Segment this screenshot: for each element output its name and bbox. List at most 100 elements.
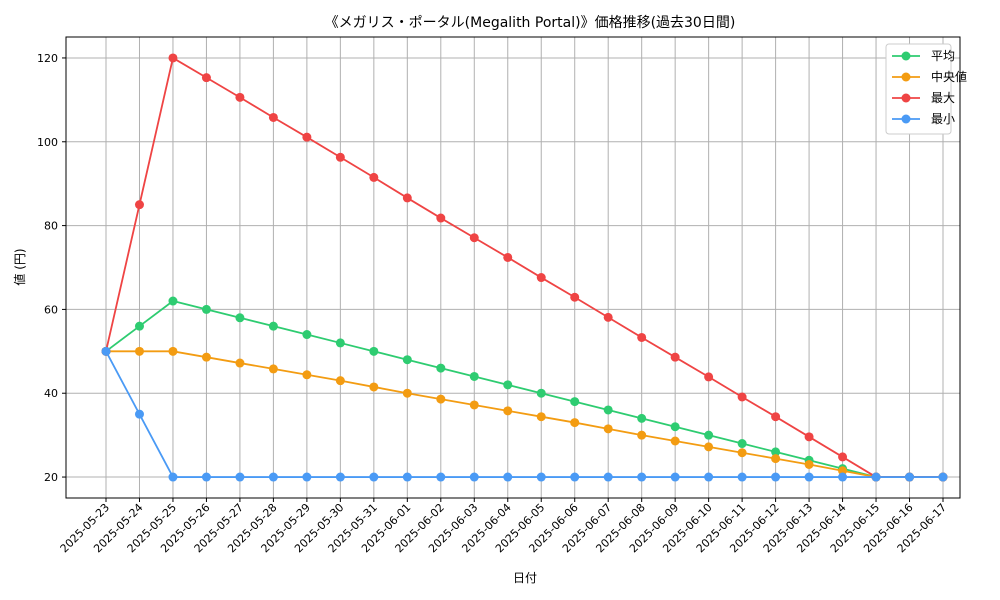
- data-point: [804, 472, 814, 482]
- data-point: [503, 252, 513, 262]
- data-point: [436, 472, 446, 482]
- data-point: [369, 382, 379, 392]
- series-layer: [101, 53, 948, 482]
- data-point: [235, 358, 245, 368]
- series-line: [106, 350, 943, 478]
- data-point: [134, 409, 144, 419]
- legend-marker: [901, 72, 911, 82]
- data-point: [704, 430, 714, 440]
- data-point: [637, 332, 647, 342]
- data-point: [838, 452, 848, 462]
- legend-label: 最大: [931, 91, 955, 105]
- data-point: [804, 432, 814, 442]
- data-point: [771, 454, 781, 464]
- data-point: [503, 406, 513, 416]
- legend-box: [885, 43, 952, 135]
- legend-label: 中央値: [931, 69, 967, 84]
- y-tick-label: 40: [44, 387, 58, 400]
- series-最小: [101, 346, 948, 482]
- data-point: [637, 413, 647, 423]
- data-point: [268, 364, 278, 374]
- legend-item: 平均: [892, 49, 955, 63]
- data-point: [268, 321, 278, 331]
- x-axis-label: 日付: [513, 571, 537, 585]
- data-point: [402, 388, 412, 398]
- data-point: [771, 412, 781, 422]
- data-point: [369, 472, 379, 482]
- data-point: [737, 472, 747, 482]
- data-point: [201, 304, 211, 314]
- plot-frame: [65, 36, 961, 499]
- data-point: [268, 112, 278, 122]
- data-point: [570, 418, 580, 428]
- data-point: [737, 439, 747, 449]
- data-point: [335, 472, 345, 482]
- data-point: [570, 397, 580, 407]
- data-point: [838, 466, 848, 476]
- data-point: [503, 380, 513, 390]
- data-point: [335, 152, 345, 162]
- data-point: [603, 424, 613, 434]
- legend-marker: [901, 51, 911, 61]
- legend-item: 中央値: [892, 69, 967, 84]
- data-point: [536, 273, 546, 283]
- data-point: [670, 472, 680, 482]
- data-point: [737, 392, 747, 402]
- data-point: [436, 394, 446, 404]
- data-point: [469, 400, 479, 410]
- data-point: [670, 436, 680, 446]
- data-point: [469, 233, 479, 243]
- data-point: [536, 472, 546, 482]
- legend-label: 最小: [931, 112, 955, 126]
- data-point: [536, 388, 546, 398]
- data-point: [436, 213, 446, 223]
- data-point: [469, 371, 479, 381]
- data-point: [469, 472, 479, 482]
- data-point: [737, 448, 747, 458]
- data-point: [168, 53, 178, 63]
- data-point: [369, 172, 379, 182]
- data-point: [637, 472, 647, 482]
- data-point: [134, 346, 144, 356]
- data-point: [938, 472, 948, 482]
- data-point: [670, 352, 680, 362]
- data-point: [771, 472, 781, 482]
- data-point: [335, 338, 345, 348]
- series-中央値: [101, 346, 948, 482]
- data-point: [302, 370, 312, 380]
- data-point: [335, 376, 345, 386]
- data-point: [168, 346, 178, 356]
- chart-title: 《メガリス・ポータル(Megalith Portal)》価格推移(過去30日間): [325, 15, 736, 31]
- data-point: [704, 442, 714, 452]
- data-point: [134, 321, 144, 331]
- data-point: [168, 472, 178, 482]
- legend-marker: [901, 93, 911, 103]
- y-axis-label: 値 (円): [12, 248, 27, 285]
- data-point: [804, 459, 814, 469]
- series-line: [105, 350, 943, 478]
- y-tick-label: 100: [37, 136, 58, 149]
- data-point: [603, 405, 613, 415]
- data-point: [704, 472, 714, 482]
- data-point: [235, 472, 245, 482]
- data-point: [101, 346, 111, 356]
- legend-label: 平均: [931, 49, 955, 63]
- data-point: [637, 430, 647, 440]
- data-point: [201, 472, 211, 482]
- series-平均: [101, 296, 948, 482]
- data-point: [503, 472, 513, 482]
- data-point: [302, 330, 312, 340]
- legend-item: 最小: [892, 112, 955, 126]
- data-point: [905, 472, 915, 482]
- y-tick-label: 80: [44, 220, 58, 233]
- data-point: [402, 355, 412, 365]
- y-tick-label: 120: [37, 52, 58, 65]
- data-point: [402, 193, 412, 203]
- data-point: [134, 200, 144, 210]
- series-最大: [101, 53, 948, 482]
- data-point: [235, 313, 245, 323]
- data-point: [570, 292, 580, 302]
- data-point: [436, 363, 446, 373]
